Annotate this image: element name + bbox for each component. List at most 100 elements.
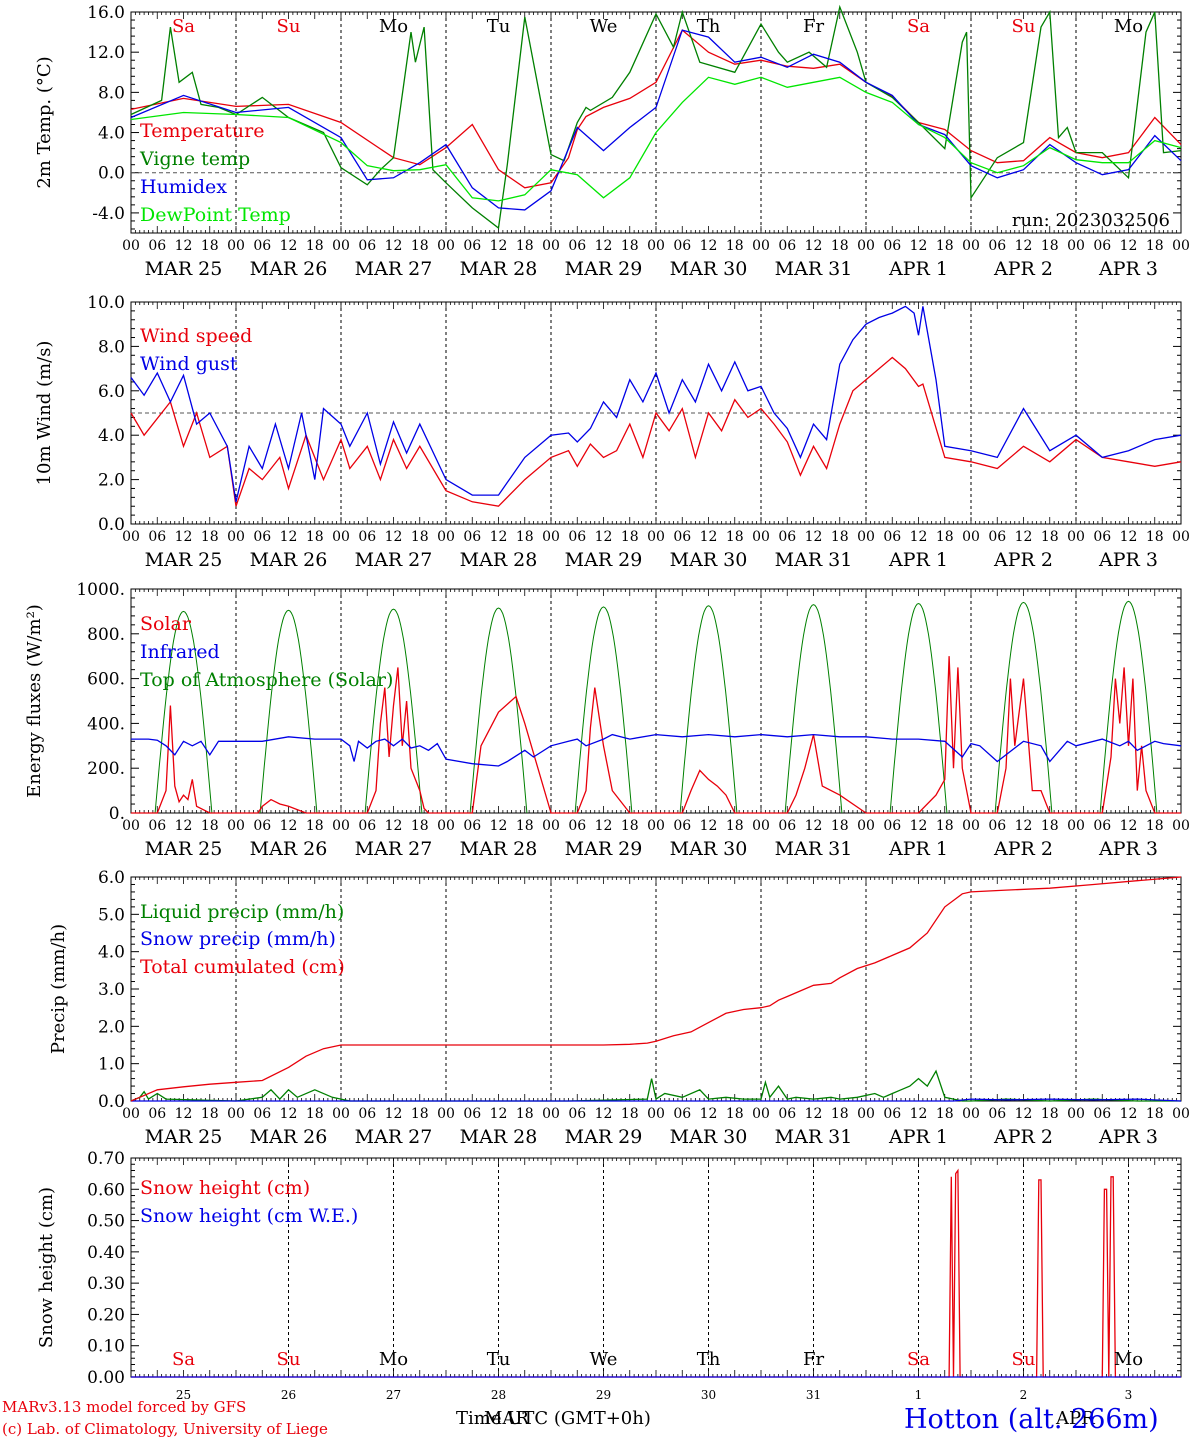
hour-tick-label: 18 xyxy=(201,1106,219,1122)
hour-tick-label: 06 xyxy=(1093,238,1111,254)
hour-tick-label: 06 xyxy=(988,238,1006,254)
y-tick-label: 16.0 xyxy=(87,3,125,23)
legend-entry: Temperature xyxy=(140,120,264,142)
hour-tick-label: 18 xyxy=(306,238,324,254)
hour-tick-label: 06 xyxy=(988,818,1006,834)
series-line xyxy=(131,656,1181,814)
date-label: APR 3 xyxy=(1098,549,1158,571)
legend-entry: Vigne temp xyxy=(139,148,250,170)
hour-tick-label: 18 xyxy=(201,529,219,545)
hour-tick-label: 12 xyxy=(385,238,403,254)
hour-tick-label: 12 xyxy=(385,818,403,834)
hour-tick-label: 00 xyxy=(647,529,665,545)
day-of-week-label: Th xyxy=(697,1349,721,1370)
hour-tick-label: 18 xyxy=(831,529,849,545)
y-tick-label: 0.50 xyxy=(87,1212,125,1232)
x-axis-label: Time UTC (GMT+0h) xyxy=(456,1408,651,1429)
toa-solar-line xyxy=(259,609,318,814)
day-of-week-label: Mo xyxy=(379,1349,408,1370)
hour-tick-label: 18 xyxy=(516,238,534,254)
hour-tick-label: 06 xyxy=(778,1106,796,1122)
hour-tick-label: 06 xyxy=(358,818,376,834)
date-label: MAR 29 xyxy=(565,838,643,860)
hour-tick-label: 12 xyxy=(280,529,298,545)
run-label: run: 2023032506 xyxy=(1012,210,1170,231)
hour-tick-label: 12 xyxy=(910,818,928,834)
hour-tick-label: 00 xyxy=(752,529,770,545)
y-axis-label: 2m Temp. (°C) xyxy=(34,56,55,188)
date-label: MAR 27 xyxy=(355,1126,433,1148)
toa-solar-line xyxy=(679,605,738,814)
day-of-week-label: Sa xyxy=(172,16,195,37)
day-number-label: 3 xyxy=(1125,1388,1133,1402)
date-label: MAR 27 xyxy=(355,549,433,571)
hour-tick-label: 06 xyxy=(148,818,166,834)
hour-tick-label: 18 xyxy=(411,238,429,254)
hour-tick-label: 06 xyxy=(673,818,691,834)
date-label: MAR 29 xyxy=(565,258,643,280)
hour-tick-label: 18 xyxy=(936,1106,954,1122)
series-line xyxy=(130,29,1182,211)
hour-tick-label: 00 xyxy=(1067,238,1085,254)
hour-tick-label: 00 xyxy=(857,529,875,545)
day-of-week-label: Tu xyxy=(487,1349,511,1370)
hour-tick-label: 00 xyxy=(227,529,245,545)
hour-tick-label: 18 xyxy=(726,818,744,834)
date-label: MAR 25 xyxy=(145,838,223,860)
toa-solar-line xyxy=(994,601,1053,814)
y-tick-label: 12.0 xyxy=(87,43,125,63)
y-tick-label: 2.0 xyxy=(98,471,125,491)
hour-tick-label: 00 xyxy=(857,238,875,254)
date-label: APR 3 xyxy=(1098,838,1158,860)
hour-tick-label: 00 xyxy=(437,529,455,545)
y-tick-label: 0.10 xyxy=(87,1337,125,1357)
hour-tick-label: 06 xyxy=(673,529,691,545)
hour-tick-label: 18 xyxy=(726,1106,744,1122)
day-of-week-label: Mo xyxy=(1114,16,1143,37)
hour-tick-label: 00 xyxy=(437,238,455,254)
hour-tick-label: 06 xyxy=(253,1106,271,1122)
hour-tick-label: 00 xyxy=(227,238,245,254)
hour-tick-label: 00 xyxy=(437,1106,455,1122)
hour-tick-label: 12 xyxy=(175,818,193,834)
day-number-label: 26 xyxy=(281,1388,296,1402)
hour-tick-label: 00 xyxy=(857,818,875,834)
series-line xyxy=(130,4,1182,230)
hour-tick-label: 06 xyxy=(253,818,271,834)
plot-frame xyxy=(130,588,1182,814)
hour-tick-label: 00 xyxy=(1067,818,1085,834)
series-line xyxy=(130,876,1182,1102)
date-label: MAR 28 xyxy=(460,1126,538,1148)
hour-tick-label: 18 xyxy=(411,1106,429,1122)
day-of-week-label: Su xyxy=(277,1349,301,1370)
y-tick-label: 8.0 xyxy=(98,337,125,357)
hour-tick-label: 06 xyxy=(463,1106,481,1122)
hour-tick-label: 18 xyxy=(306,1106,324,1122)
hour-tick-label: 12 xyxy=(490,1106,508,1122)
date-label: MAR 25 xyxy=(145,258,223,280)
hour-tick-label: 18 xyxy=(1146,1106,1164,1122)
series-line xyxy=(130,356,1182,507)
y-tick-label: 0.0 xyxy=(98,515,125,535)
date-label: MAR 26 xyxy=(250,838,328,860)
day-of-week-label: We xyxy=(590,16,618,37)
y-axis-label: Precip (mm/h) xyxy=(48,924,69,1054)
hour-tick-label: 18 xyxy=(936,818,954,834)
hour-tick-label: 00 xyxy=(1067,529,1085,545)
hour-tick-label: 12 xyxy=(700,1106,718,1122)
series-line xyxy=(131,733,1182,767)
hour-tick-label: 18 xyxy=(936,238,954,254)
date-label: MAR 26 xyxy=(250,549,328,571)
credit-line-1: MARv3.13 model forced by GFS xyxy=(2,1398,246,1416)
hour-tick-label: 06 xyxy=(883,1106,901,1122)
hour-tick-label: 18 xyxy=(516,818,534,834)
series-line xyxy=(130,76,1182,202)
date-label: MAR 28 xyxy=(460,838,538,860)
date-label: APR 1 xyxy=(888,549,948,571)
hour-tick-label: 06 xyxy=(1093,1106,1111,1122)
toa-solar-line xyxy=(154,610,213,814)
date-label: APR 2 xyxy=(993,838,1053,860)
hour-tick-label: 12 xyxy=(1120,529,1138,545)
hour-tick-label: 18 xyxy=(516,1106,534,1122)
